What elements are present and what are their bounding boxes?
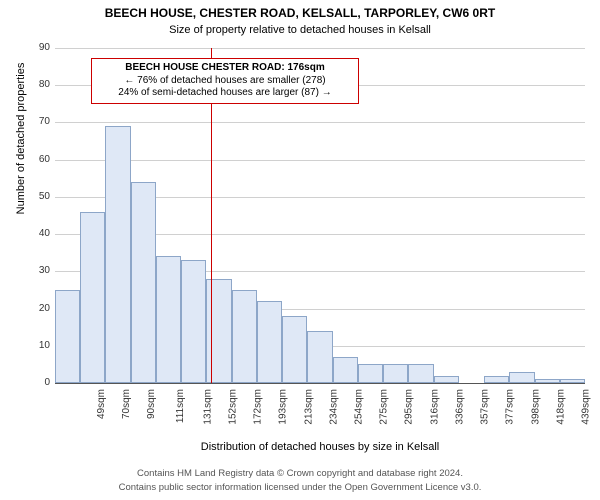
histogram-bar <box>156 256 181 383</box>
annotation-line: BEECH HOUSE CHESTER ROAD: 176sqm <box>98 62 352 75</box>
histogram-bar <box>358 364 383 383</box>
histogram-bar <box>383 364 408 383</box>
x-tick-label: 131sqm <box>202 389 213 425</box>
x-axis-line <box>55 383 585 384</box>
y-tick-label: 60 <box>20 154 50 165</box>
figure-root: BEECH HOUSE, CHESTER ROAD, KELSALL, TARP… <box>0 0 600 500</box>
chart-subtitle: Size of property relative to detached ho… <box>0 24 600 36</box>
histogram-bar <box>535 379 560 383</box>
x-tick-label: 336sqm <box>455 389 466 425</box>
histogram-bar <box>333 357 358 383</box>
annotation-box: BEECH HOUSE CHESTER ROAD: 176sqm← 76% of… <box>91 58 359 104</box>
annotation-line: 24% of semi-detached houses are larger (… <box>98 87 352 100</box>
x-tick-label: 152sqm <box>227 389 238 425</box>
histogram-bar <box>307 331 332 383</box>
x-tick-label: 90sqm <box>146 389 157 419</box>
grid-line <box>55 48 585 49</box>
histogram-bar <box>434 376 459 383</box>
y-tick-label: 70 <box>20 116 50 127</box>
y-tick-label: 50 <box>20 191 50 202</box>
x-tick-label: 316sqm <box>429 389 440 425</box>
histogram-bar <box>232 290 257 383</box>
x-tick-label: 193sqm <box>278 389 289 425</box>
histogram-bar <box>181 260 206 383</box>
x-tick-label: 49sqm <box>96 389 107 419</box>
histogram-bar <box>257 301 282 383</box>
x-tick-label: 213sqm <box>303 389 314 425</box>
x-tick-label: 439sqm <box>581 389 592 425</box>
y-tick-label: 90 <box>20 42 50 53</box>
histogram-bar <box>55 290 80 383</box>
x-tick-label: 254sqm <box>354 389 365 425</box>
histogram-bar <box>408 364 433 383</box>
x-tick-label: 295sqm <box>404 389 415 425</box>
histogram-bar <box>131 182 156 383</box>
histogram-bar <box>105 126 130 383</box>
histogram-bar <box>560 379 585 383</box>
chart-title: BEECH HOUSE, CHESTER ROAD, KELSALL, TARP… <box>0 6 600 20</box>
x-tick-label: 234sqm <box>328 389 339 425</box>
annotation-line: ← 76% of detached houses are smaller (27… <box>98 75 352 88</box>
y-tick-label: 0 <box>20 377 50 388</box>
x-tick-label: 418sqm <box>555 389 566 425</box>
histogram-bar <box>282 316 307 383</box>
y-tick-label: 80 <box>20 79 50 90</box>
y-tick-label: 30 <box>20 265 50 276</box>
y-tick-label: 40 <box>20 228 50 239</box>
x-tick-label: 357sqm <box>480 389 491 425</box>
footer-line-2: Contains public sector information licen… <box>0 482 600 493</box>
histogram-bar <box>509 372 534 383</box>
y-tick-label: 20 <box>20 303 50 314</box>
histogram-bar <box>484 376 509 383</box>
y-tick-label: 10 <box>20 340 50 351</box>
x-tick-label: 111sqm <box>175 389 186 423</box>
histogram-bar <box>80 212 105 383</box>
x-axis-label: Distribution of detached houses by size … <box>55 441 585 453</box>
grid-line <box>55 160 585 161</box>
x-tick-label: 172sqm <box>253 389 264 425</box>
plot-area: BEECH HOUSE CHESTER ROAD: 176sqm← 76% of… <box>55 48 585 383</box>
x-tick-label: 70sqm <box>121 389 132 419</box>
x-tick-label: 377sqm <box>505 389 516 425</box>
footer-line-1: Contains HM Land Registry data © Crown c… <box>0 468 600 479</box>
x-tick-label: 398sqm <box>530 389 541 425</box>
x-tick-label: 275sqm <box>379 389 390 425</box>
histogram-bar <box>206 279 231 383</box>
grid-line <box>55 122 585 123</box>
